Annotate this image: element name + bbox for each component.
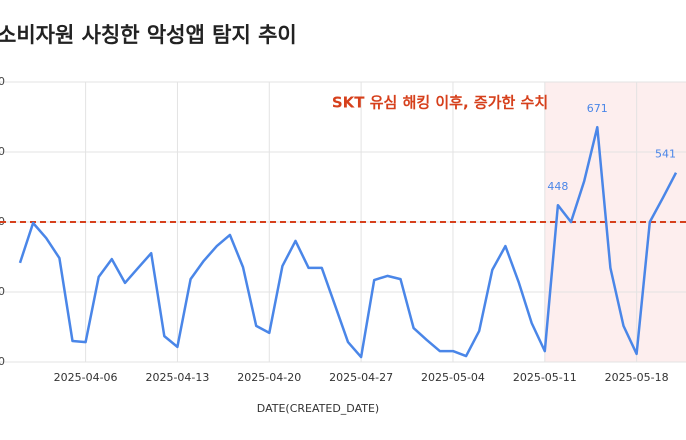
- chart-title: 소비자원 사칭한 악성앱 탐지 추이: [0, 23, 297, 47]
- x-tick-label: 2025-05-04: [421, 371, 485, 384]
- data-line: [18, 125, 678, 359]
- data-label: 448: [547, 180, 568, 193]
- y-tick-label: 600: [0, 145, 5, 158]
- y-tick-label: 800: [0, 75, 5, 88]
- x-tick-label: 2025-05-18: [605, 371, 669, 384]
- x-tick-label: 2025-05-11: [513, 371, 577, 384]
- y-tick-label: 0: [0, 355, 5, 368]
- y-tick-label: 200: [0, 285, 5, 298]
- x-tick-label: 2025-04-06: [54, 371, 118, 384]
- data-label: 671: [587, 102, 608, 115]
- x-tick-label: 2025-04-27: [329, 371, 393, 384]
- x-tick-label: 2025-04-13: [145, 371, 209, 384]
- x-tick-label: 2025-04-20: [237, 371, 301, 384]
- data-label: 541: [655, 148, 676, 161]
- x-axis-label: DATE(CREATED_DATE): [257, 402, 379, 415]
- annotation: SKT 유심 해킹 이후, 증가한 수치: [332, 94, 548, 112]
